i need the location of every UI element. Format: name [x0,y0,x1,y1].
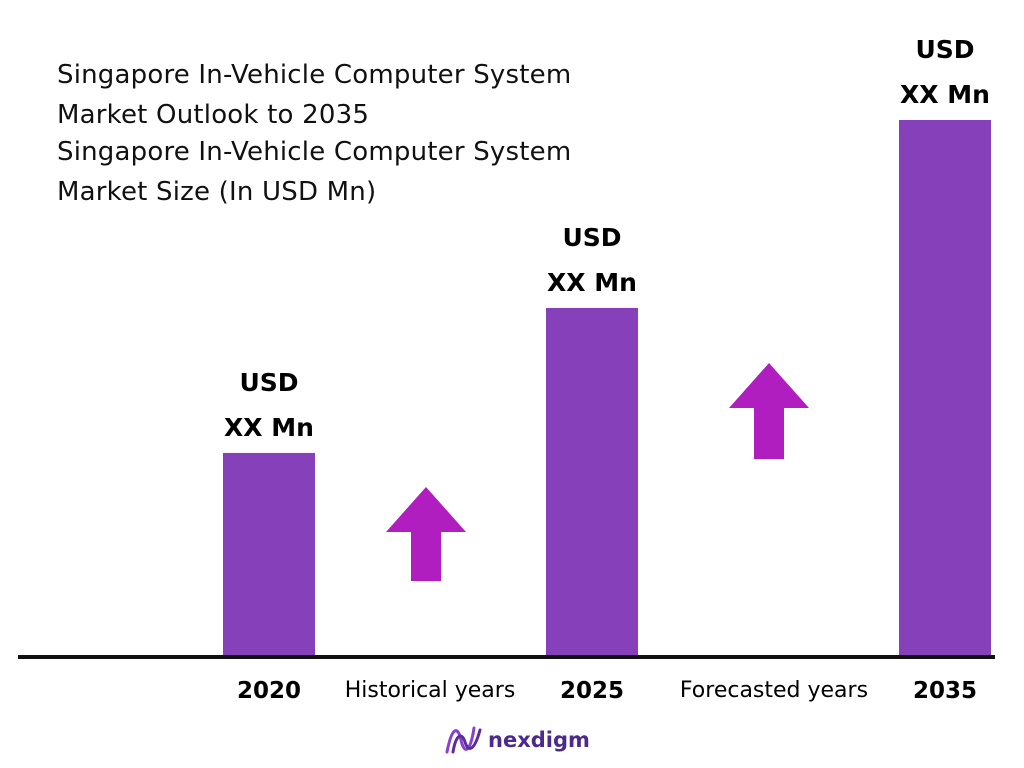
nexdigm-logo: nexdigm [444,724,590,756]
bar-2025 [546,307,638,657]
x-tick-2035: 2035 [913,678,977,704]
bar-2035 [899,120,991,657]
x-tick-2020: 2020 [237,678,301,704]
bar-value-labels-group: USD XX Mn USD XX Mn USD XX Mn [224,35,990,442]
bar-value-label-2020-line-2: XX Mn [224,413,314,442]
chart-subtitle-line-2: Market Size (In USD Mn) [57,177,377,207]
brand-name: nexdigm [488,728,590,752]
bar-value-label-2035-line-2: XX Mn [900,80,990,109]
chart-title-line-1: Singapore In-Vehicle Computer System [57,60,572,90]
bar-2020 [223,452,315,657]
bars-group [223,120,991,657]
growth-arrow-historical-icon [386,487,466,581]
chart-subtitle-line-1: Singapore In-Vehicle Computer System [57,137,572,167]
period-label-2: Forecasted years [680,678,868,703]
bar-value-label-2025-line-2: XX Mn [547,268,637,297]
x-axis-ticks-group: 2020 2025 2035 Historical years Forecasted y… [237,678,977,704]
period-label-1: Historical years [345,678,516,703]
nexdigm-wave-icon [445,726,482,754]
x-tick-2025: 2025 [560,678,624,704]
growth-arrow-forecast-icon [729,363,809,459]
bar-value-label-2035-line-1: USD [915,35,974,64]
bar-value-label-2025-line-1: USD [562,223,621,252]
bar-value-label-2020-line-1: USD [239,368,298,397]
growth-arrows-group [386,363,809,581]
chart-title-line-2: Market Outlook to 2035 [57,100,370,130]
